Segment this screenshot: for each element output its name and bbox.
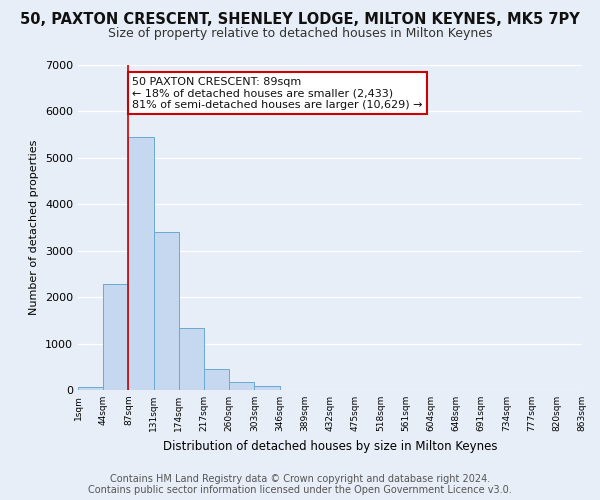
Text: Size of property relative to detached houses in Milton Keynes: Size of property relative to detached ho… [108,28,492,40]
Bar [254,386,280,390]
Text: 50 PAXTON CRESCENT: 89sqm
← 18% of detached houses are smaller (2,433)
81% of se: 50 PAXTON CRESCENT: 89sqm ← 18% of detac… [132,76,422,110]
Bar [179,328,204,390]
Text: Contains public sector information licensed under the Open Government Licence v3: Contains public sector information licen… [88,485,512,495]
Bar [78,386,103,390]
Bar [204,369,229,390]
Bar [154,232,179,390]
X-axis label: Distribution of detached houses by size in Milton Keynes: Distribution of detached houses by size … [163,440,497,452]
Bar [103,284,128,390]
Bar [229,382,254,390]
Bar [128,136,154,390]
Y-axis label: Number of detached properties: Number of detached properties [29,140,40,315]
Text: 50, PAXTON CRESCENT, SHENLEY LODGE, MILTON KEYNES, MK5 7PY: 50, PAXTON CRESCENT, SHENLEY LODGE, MILT… [20,12,580,28]
Text: Contains HM Land Registry data © Crown copyright and database right 2024.: Contains HM Land Registry data © Crown c… [110,474,490,484]
